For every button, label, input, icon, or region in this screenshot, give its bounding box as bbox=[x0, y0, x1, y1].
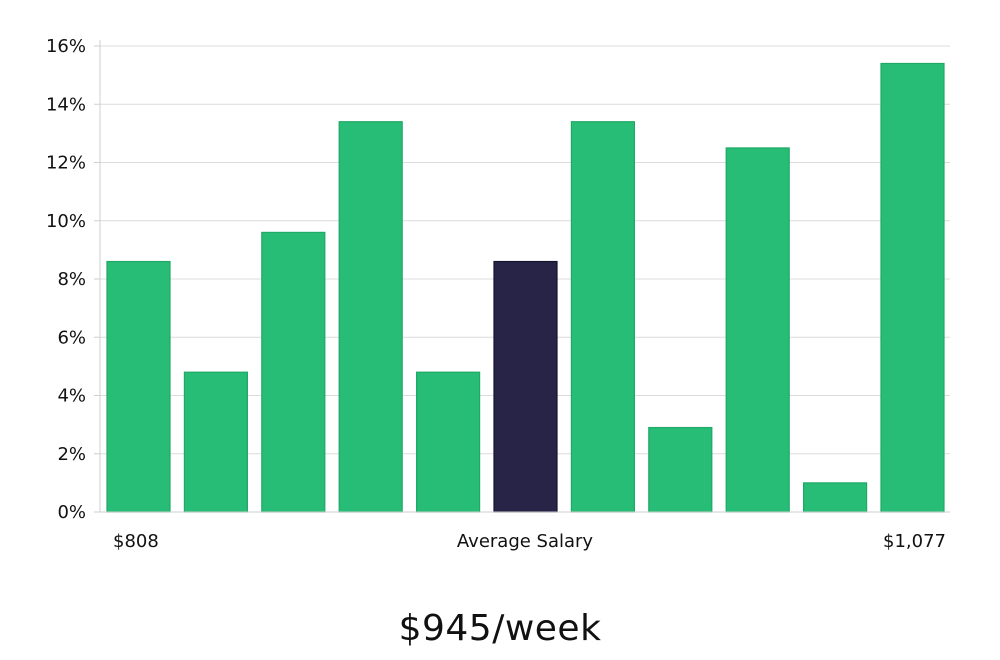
bar bbox=[648, 426, 713, 513]
bar bbox=[802, 482, 868, 513]
average-salary-value: $945/week bbox=[398, 608, 602, 649]
salary-distribution-chart: 0% 2% 4% 6% 8% 10% 12% 14% 16% $808 Average Sala… bbox=[46, 36, 950, 552]
x-min-label: $808 bbox=[113, 531, 159, 552]
y-tick-label: 16% bbox=[46, 36, 86, 57]
y-tick-label: 14% bbox=[46, 94, 86, 115]
bar bbox=[106, 260, 171, 513]
bar bbox=[725, 147, 790, 513]
bar bbox=[570, 121, 636, 513]
x-max-label: $1,077 bbox=[883, 531, 946, 552]
y-tick-label: 6% bbox=[57, 327, 86, 348]
y-tick-label: 10% bbox=[46, 211, 86, 232]
bars bbox=[106, 62, 945, 513]
y-tick-label: 8% bbox=[57, 269, 86, 290]
x-axis-title: Average Salary bbox=[457, 531, 594, 552]
bar bbox=[416, 371, 481, 513]
y-tick-label: 2% bbox=[57, 444, 86, 465]
bar bbox=[183, 371, 248, 513]
bar-highlighted bbox=[493, 260, 558, 513]
y-tick-label: 0% bbox=[57, 502, 86, 523]
y-axis-ticks: 0% 2% 4% 6% 8% 10% 12% 14% 16% bbox=[46, 36, 100, 523]
y-tick-label: 12% bbox=[46, 153, 86, 174]
bar bbox=[261, 231, 326, 513]
bar bbox=[880, 62, 945, 513]
y-tick-label: 4% bbox=[57, 386, 86, 407]
bar bbox=[338, 121, 403, 513]
